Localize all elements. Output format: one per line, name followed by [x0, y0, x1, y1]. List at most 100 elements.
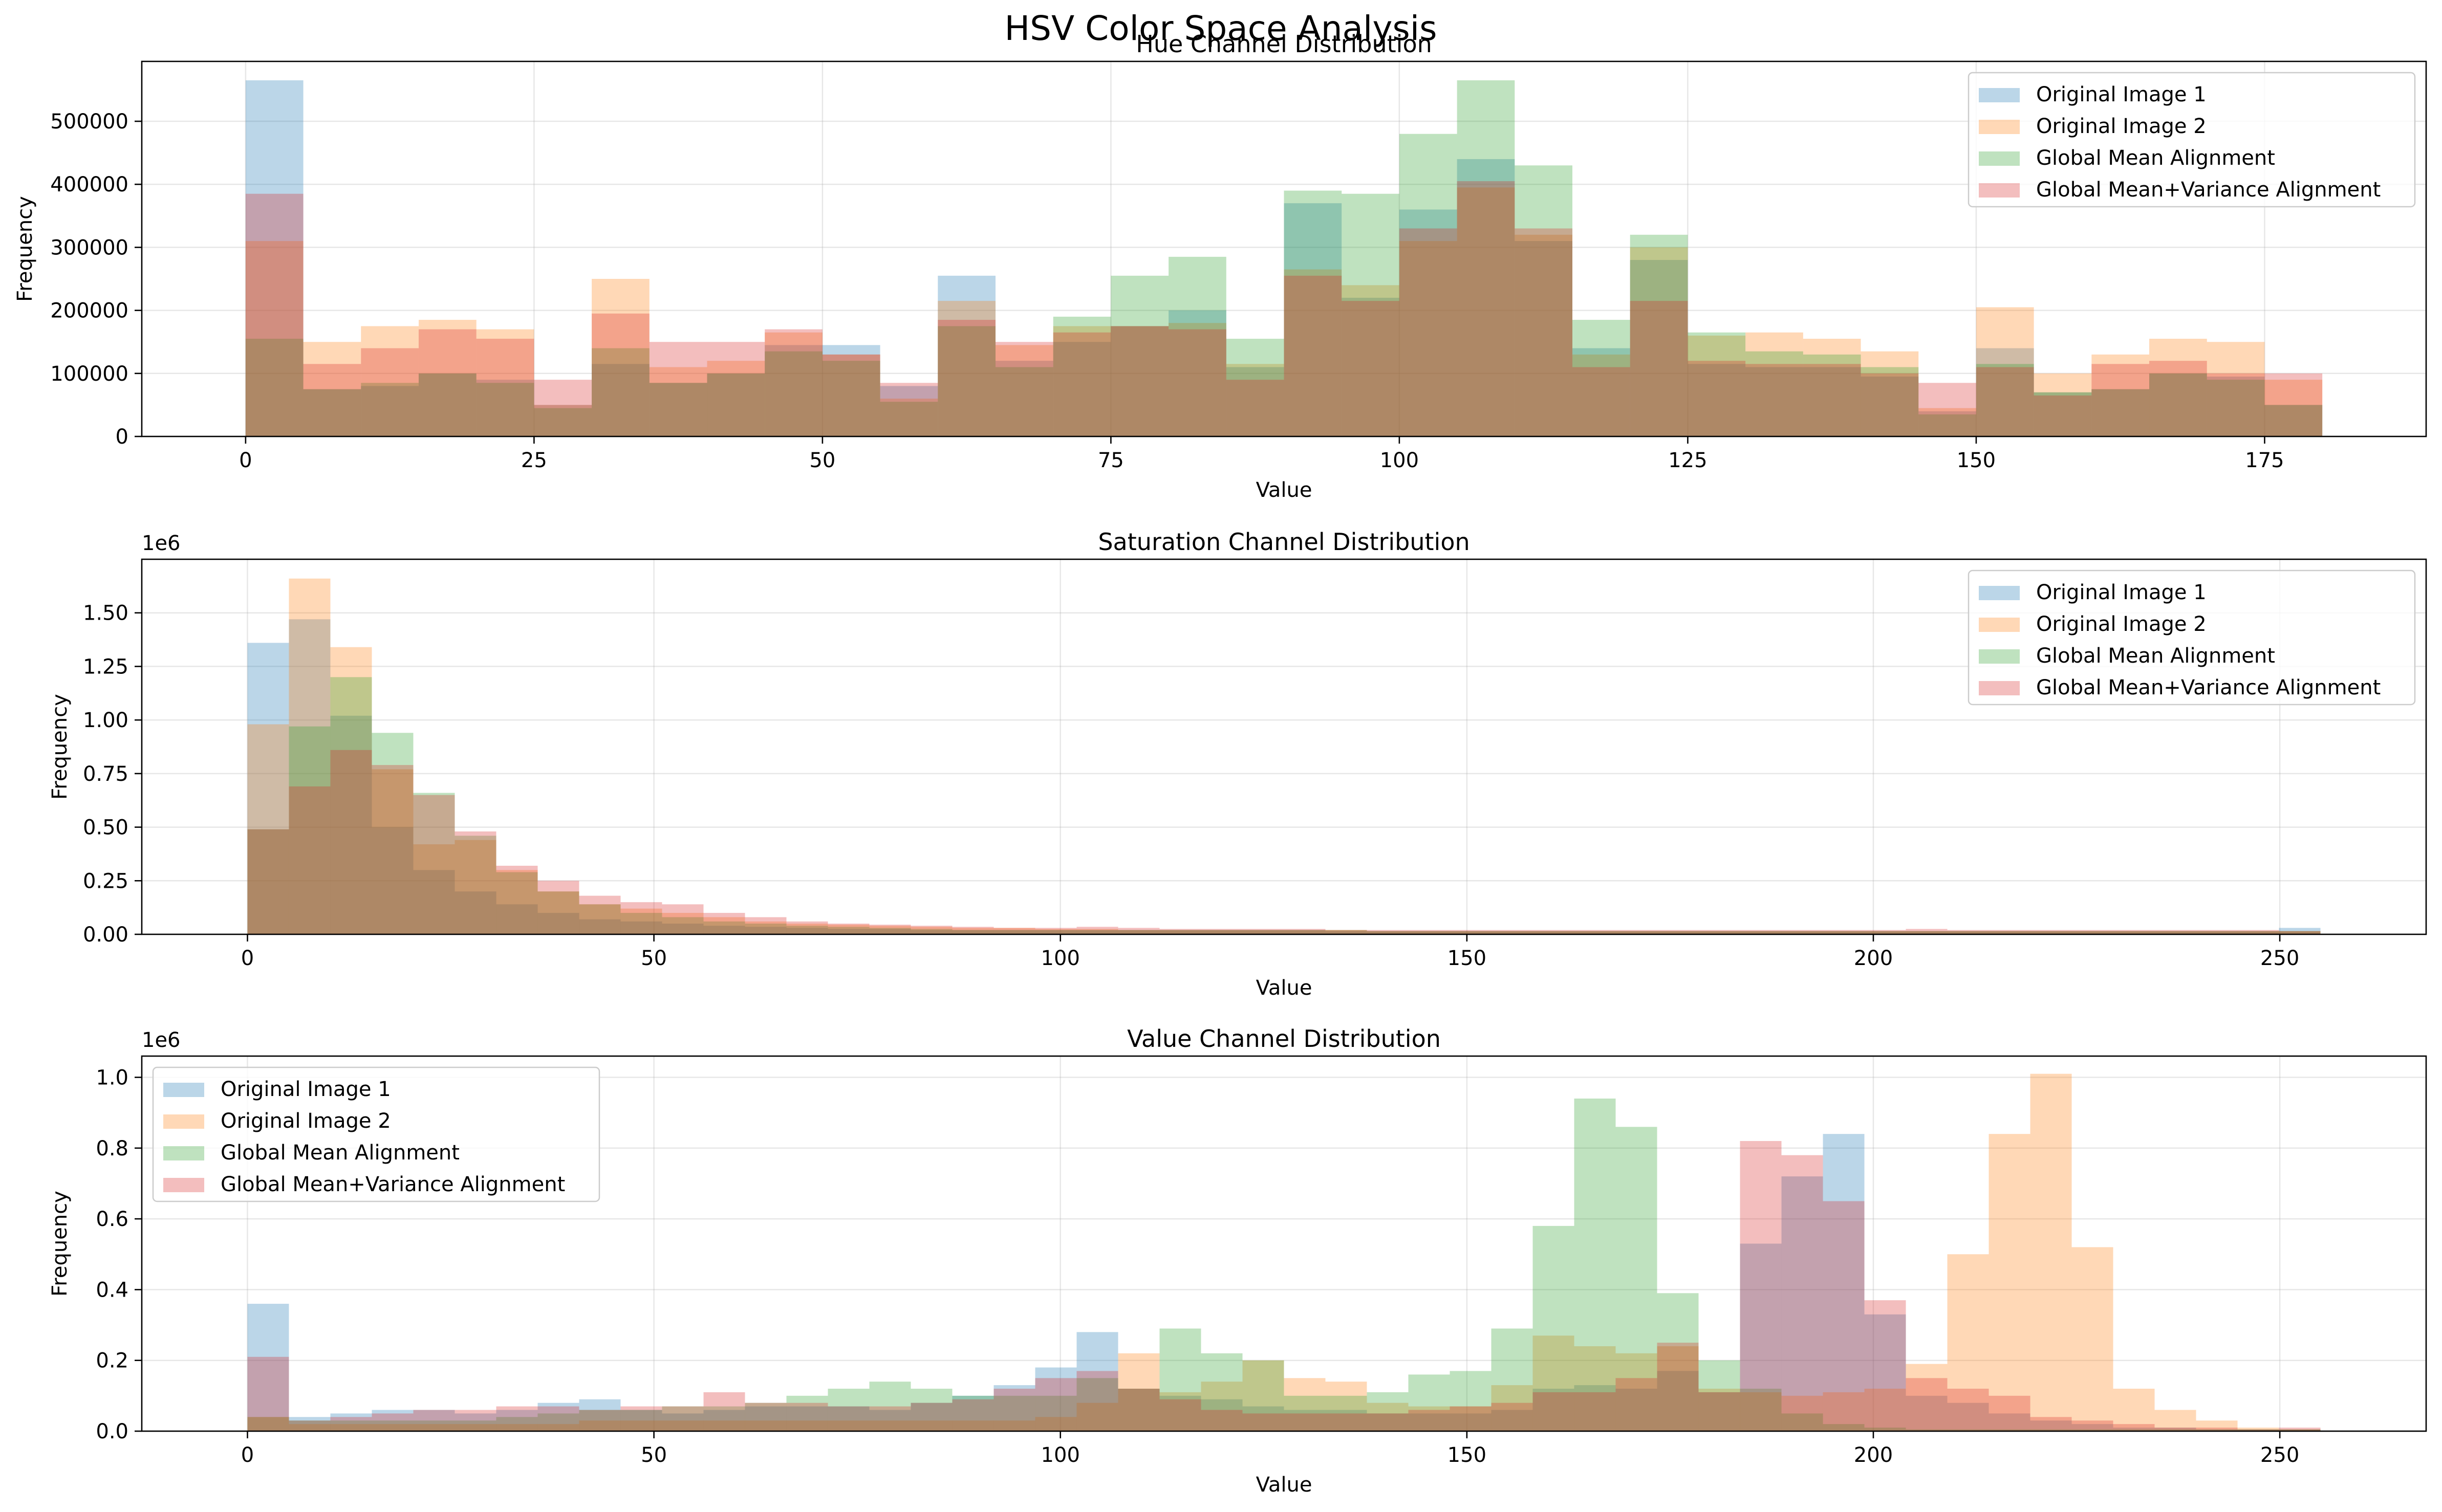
hue-bar-s3-b17	[1226, 380, 1284, 436]
value-ylabel: Frequency	[48, 1191, 72, 1297]
hue-legend: Original Image 1 Original Image 2 Global M…	[1968, 72, 2416, 208]
saturation-legend-label: Global Mean Alignment	[2036, 644, 2275, 668]
hue-bar-s2-b32	[2091, 389, 2150, 436]
value-legend-label: Global Mean+Variance Alignment	[221, 1173, 565, 1196]
hue-legend-label: Global Mean Alignment	[2036, 146, 2275, 170]
hue-ytick-label: 300000	[50, 236, 128, 259]
value-xtick-label: 0	[241, 1443, 254, 1467]
hue-xtick-label: 100	[1380, 449, 1419, 472]
saturation-bar-s1-b35	[1698, 931, 1740, 934]
hue-bar-s0-b8	[707, 373, 765, 436]
saturation-bar-s3-b38	[1823, 930, 1865, 934]
saturation-bar-s2-b26	[1325, 930, 1367, 934]
value-bar-s0-b12	[745, 1406, 787, 1431]
hue-bar-s1-b11	[880, 399, 938, 436]
hue-bar-s0-b13	[995, 361, 1053, 436]
value-xtick-label: 50	[641, 1443, 667, 1467]
value-bar-s3-b37	[1781, 1155, 1823, 1431]
saturation-bar-s3-b7	[537, 881, 579, 934]
saturation-bar-s2-b29	[1450, 931, 1492, 934]
saturation-bar-s2-b20	[1076, 930, 1118, 934]
value-xtick-label: 150	[1447, 1443, 1486, 1467]
hue-bar-s3-b31	[2034, 395, 2092, 436]
saturation-ytick-label: 1.25	[83, 655, 128, 678]
saturation-bar-s3-b46	[2154, 930, 2196, 934]
value-bar-s2-b40	[1906, 1429, 1948, 1431]
value-bar-s1-b14	[828, 1420, 870, 1431]
value-bar-s0-b29	[1450, 1413, 1492, 1431]
value-title: Value Channel Distribution	[1127, 1025, 1441, 1053]
value-bar-s1-b42	[1989, 1134, 2030, 1431]
value-bar-s2-b19	[1035, 1395, 1077, 1431]
value-bar-s1-b37	[1781, 1395, 1823, 1431]
saturation-bar-s1-b1	[289, 578, 331, 934]
hue-bar-s2-b33	[2149, 373, 2207, 436]
saturation-bar-s2-b46	[2154, 931, 2196, 934]
saturation-bar-s0-b11	[703, 926, 745, 934]
saturation-bar-s2-b36	[1740, 931, 1782, 934]
value-bar-s2-b38	[1823, 1424, 1865, 1431]
saturation-xtick-label: 200	[1854, 947, 1893, 970]
value-bar-s3-b26	[1325, 1413, 1367, 1431]
saturation-bar-s1-b10	[662, 913, 704, 934]
hue-legend-label: Global Mean+Variance Alignment	[2036, 178, 2381, 202]
saturation-bar-s0-b33	[1615, 931, 1657, 934]
value-bar-s0-b2	[330, 1413, 372, 1431]
hue-bar-s0-b26	[1745, 367, 1803, 436]
hue-bar-s2-b18	[1284, 190, 1342, 436]
value-bar-s3-b9	[620, 1406, 662, 1431]
saturation-bar-s2-b39	[1864, 931, 1906, 934]
hue-bar-s3-b7	[649, 342, 707, 436]
hue-bar-s1-b30	[1976, 307, 2034, 436]
saturation-bar-s3-b5	[455, 831, 496, 934]
saturation-bar-s2-b18	[993, 930, 1035, 934]
saturation-xtick-label: 50	[641, 947, 667, 970]
hue-bar-s1-b14	[1053, 326, 1111, 436]
saturation-bar-s1-b22	[1159, 930, 1201, 934]
value-bar-s2-b28	[1408, 1374, 1450, 1431]
saturation-bar-s3-b15	[869, 925, 911, 934]
saturation-bar-s1-b43	[2030, 931, 2072, 934]
saturation-bar-s3-b37	[1781, 930, 1823, 934]
saturation-bar-s3-b39	[1864, 930, 1906, 934]
saturation-bar-s3-b34	[1657, 930, 1699, 934]
saturation-bar-s1-b20	[1076, 929, 1118, 934]
value-bar-s2-b30	[1491, 1328, 1533, 1431]
hue-bar-s2-b14	[1053, 316, 1111, 436]
value-bar-s0-b31	[1532, 1389, 1574, 1431]
saturation-bar-s0-b29	[1450, 931, 1492, 934]
hue-ytick-label: 0	[116, 425, 128, 449]
hue-bar-s0-b14	[1053, 342, 1111, 436]
hue-bar-s3-b34	[2207, 373, 2265, 436]
value-bar-s3-b1	[289, 1420, 331, 1431]
saturation-bar-s1-b45	[2113, 931, 2155, 934]
hue-bar-s1-b21	[1457, 187, 1515, 436]
hue-bar-s0-b7	[649, 383, 707, 436]
saturation-bar-s1-b40	[1906, 931, 1948, 934]
value-bar-s0-b35	[1698, 1392, 1740, 1431]
saturation-bar-s3-b8	[579, 895, 621, 934]
value-bar-s1-b44	[2071, 1247, 2113, 1431]
hue-xtick-label: 75	[1098, 449, 1124, 472]
saturation-bar-s0-b3	[372, 827, 414, 934]
hue-bar-s3-b3	[418, 329, 477, 436]
hue-bar-s1-b31	[2034, 373, 2092, 436]
hue-bar-s1-b22	[1515, 234, 1573, 436]
value-bar-s1-b27	[1367, 1403, 1409, 1431]
value-bar-s0-b21	[1118, 1389, 1160, 1431]
value-bar-s2-b35	[1698, 1360, 1740, 1431]
hue-bar-s1-b3	[418, 320, 477, 436]
value-legend-swatch	[163, 1083, 204, 1097]
value-bar-s0-b48	[2237, 1429, 2279, 1431]
value-bar-s3-b40	[1906, 1378, 1948, 1431]
saturation-bar-s1-b25	[1284, 930, 1326, 934]
value-xtick-label: 100	[1041, 1443, 1080, 1467]
hue-bar-s2-b9	[765, 351, 823, 436]
value-bar-s0-b33	[1615, 1389, 1657, 1431]
hue-bar-s3-b10	[822, 354, 880, 436]
saturation-bar-s3-b12	[745, 917, 787, 934]
hue-bar-s1-b26	[1745, 332, 1803, 436]
hue-histogram-panel: 0 25 50 75 100 125 150 175 0 100000 200000 300000 40…	[13, 30, 2427, 502]
value-bar-s2-b31	[1532, 1225, 1574, 1431]
saturation-bar-s3-b45	[2113, 930, 2155, 934]
